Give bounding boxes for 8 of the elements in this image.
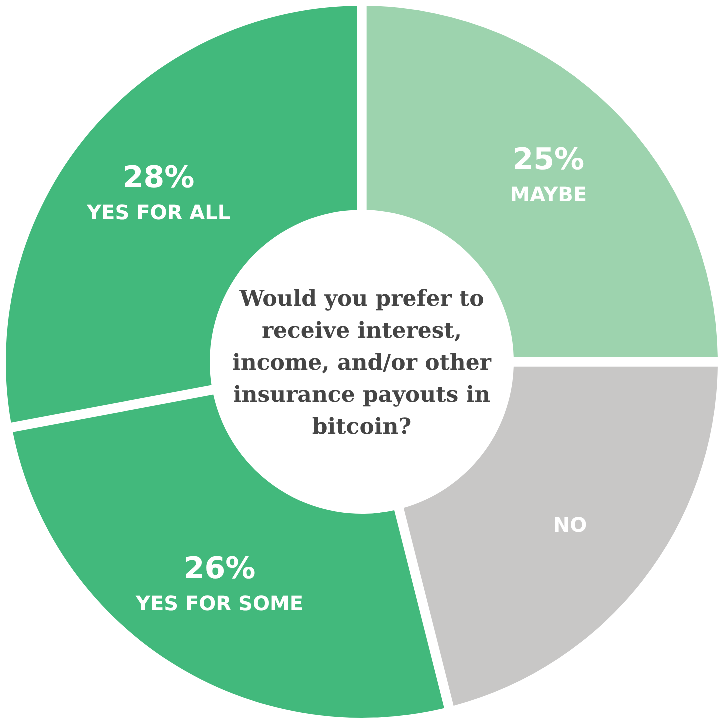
data-label: 25% (512, 142, 585, 178)
slice-label: YES FOR SOME (135, 591, 304, 616)
data-label: 28% (122, 160, 195, 196)
text: Would you prefer to receive interest, income, and/or other insurance payouts in bitcoin? (232, 286, 492, 440)
data-label: 26% (184, 551, 256, 586)
slice-label: YES FOR ALL (86, 200, 231, 224)
slice-label: MAYBE (510, 182, 588, 206)
slice-label: NO (553, 513, 588, 538)
